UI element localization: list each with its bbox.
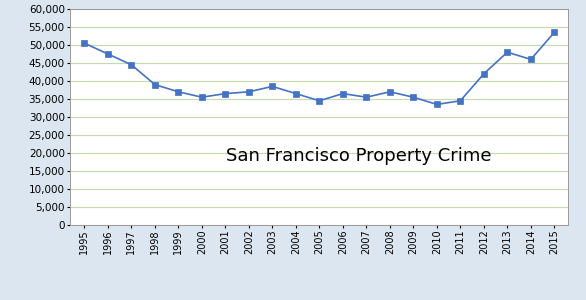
Text: San Francisco Property Crime: San Francisco Property Crime <box>226 147 492 165</box>
